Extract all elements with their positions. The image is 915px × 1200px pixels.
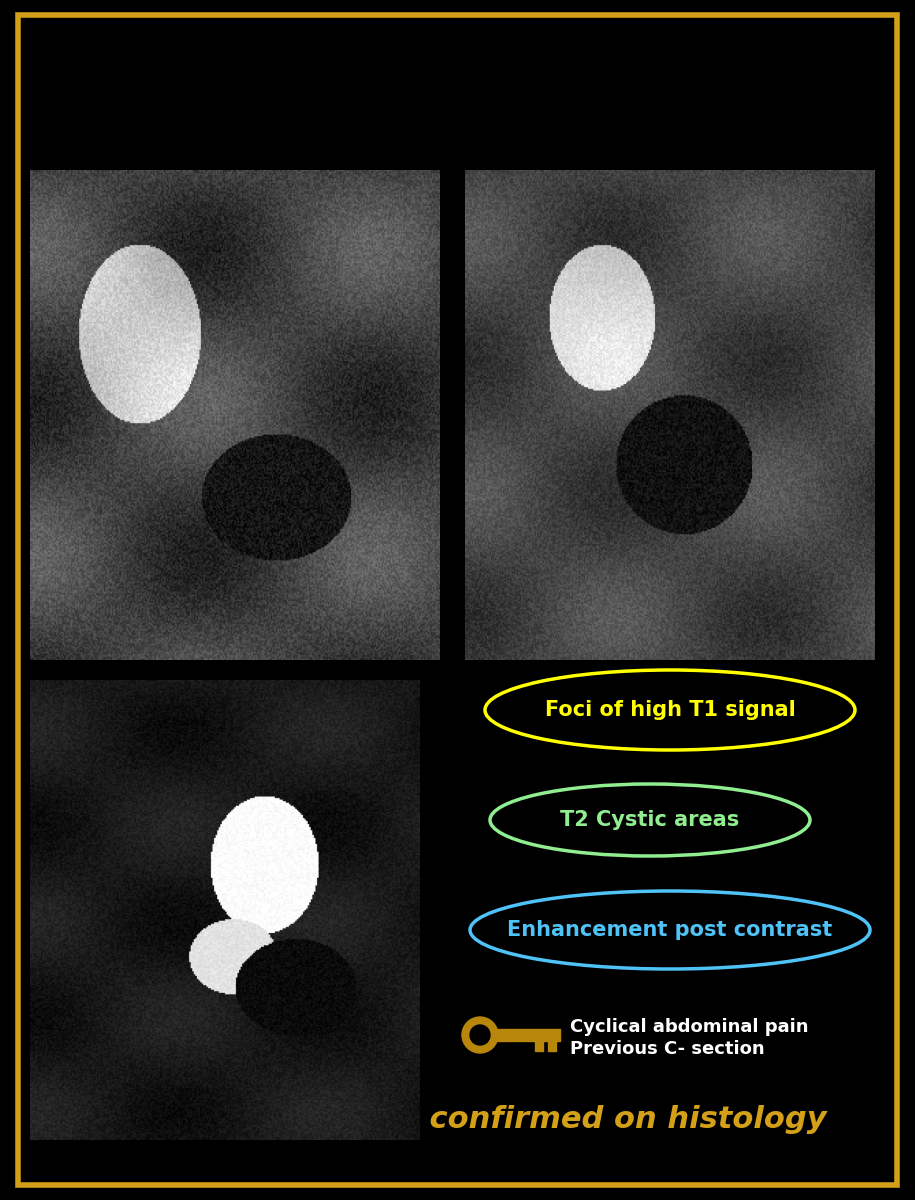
Circle shape — [470, 1025, 490, 1045]
Circle shape — [462, 1018, 498, 1054]
Bar — [495, 1028, 560, 1040]
Text: Foci of high T1 signal: Foci of high T1 signal — [544, 700, 795, 720]
Text: Enhancement post contrast: Enhancement post contrast — [508, 920, 833, 940]
Text: T2 Cystic areas: T2 Cystic areas — [560, 810, 739, 830]
Text: Cyclical abdominal pain: Cyclical abdominal pain — [570, 1018, 809, 1036]
Bar — [548, 1040, 556, 1051]
Text: Scar endometriosis confirmed on histology: Scar endometriosis confirmed on histolog… — [87, 1105, 827, 1134]
Text: Sagittal T2: Sagittal T2 — [490, 180, 610, 199]
Text: Previous C- section: Previous C- section — [570, 1040, 765, 1058]
Bar — [535, 1040, 543, 1051]
Text: @LapsiaSnehal: @LapsiaSnehal — [230, 622, 371, 640]
Text: Sagittal T1: Sagittal T1 — [55, 180, 175, 199]
Text: Sagittal post contrast CT: Sagittal post contrast CT — [55, 685, 307, 703]
